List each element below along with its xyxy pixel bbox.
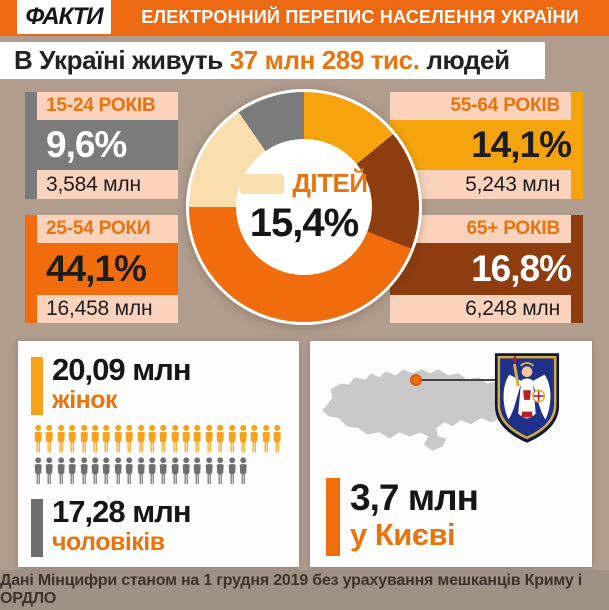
age-block-25-54-millions: 16,458 млн: [37, 295, 178, 323]
headline-prefix: В Україні живуть: [14, 45, 230, 75]
age-block-65plus: 65+ РОКІВ 16,8% 6,248 млн: [390, 215, 583, 323]
person-icon: [68, 424, 77, 453]
women-pictogram-row: [33, 424, 283, 454]
person-icon: [137, 457, 145, 484]
kyiv-card: 3,7 млн у Києві: [310, 341, 592, 567]
person-icon: [125, 457, 133, 484]
person-icon: [148, 457, 156, 484]
age-block-55-64-label: 55-64 РОКІВ: [390, 92, 571, 120]
person-icon: [45, 424, 54, 453]
men-accent-bar: [31, 499, 43, 557]
age-block-55-64-millions: 5,243 млн: [390, 170, 571, 199]
person-icon: [125, 424, 133, 453]
kyiv-accent-bar: [326, 478, 340, 556]
person-icon: [216, 424, 225, 453]
top-bar: ФАКТИ ЕЛЕКТРОННИЙ ПЕРЕПИС НАСЕЛЕННЯ УКРА…: [0, 0, 609, 36]
kyiv-pointer-line: [420, 379, 496, 381]
fakty-logo: ФАКТИ: [17, 0, 111, 34]
ukraine-map: [322, 369, 518, 451]
page-title: ЕЛЕКТРОННИЙ ПЕРЕПИС НАСЕЛЕННЯ УКРАЇНИ: [141, 6, 579, 27]
women-accent-bar: [31, 357, 43, 415]
person-icon: [102, 424, 111, 453]
person-icon: [228, 424, 236, 453]
age-block-15-24-millions: 3,584 млн: [37, 170, 178, 199]
kyiv-label: у Києві: [350, 516, 456, 552]
gender-card: 20,09 млн жінок: [18, 341, 299, 567]
person-icon: [91, 457, 99, 484]
person-icon: [273, 424, 282, 453]
person-icon: [57, 457, 65, 484]
person-icon: [239, 424, 247, 453]
children-label: ДІТЕЙ: [292, 168, 368, 198]
headline-bar: В Україні живуть 37 млн 289 тис. людей: [0, 42, 545, 79]
person-icon: [148, 424, 156, 453]
kyiv-population: 3,7 млн: [350, 477, 479, 518]
person-icon: [34, 424, 42, 453]
age-block-65plus-label: 65+ РОКІВ: [390, 215, 571, 243]
person-icon: [137, 424, 145, 453]
headline-suffix: людей: [419, 45, 510, 75]
person-icon: [159, 457, 167, 484]
age-block-55-64: 55-64 РОКІВ 14,1% 5,243 млн: [390, 92, 583, 199]
person-icon: [171, 424, 179, 453]
person-icon: [159, 424, 168, 453]
person-icon: [103, 457, 111, 484]
fakty-logo-text: ФАКТИ: [25, 3, 103, 30]
men-label: чоловіків: [52, 527, 165, 556]
person-icon: [57, 424, 65, 453]
women-count: 20,09 млн: [52, 352, 192, 387]
age-block-65plus-millions: 6,248 млн: [390, 295, 571, 323]
person-icon: [114, 457, 122, 484]
age-block-15-24: 15-24 РОКІВ 9,6% 3,584 млн: [25, 92, 178, 199]
person-icon: [46, 457, 54, 484]
person-icon: [80, 424, 88, 453]
person-icon: [194, 457, 202, 484]
age-block-15-24-percent: 9,6%: [46, 124, 127, 165]
source-note: Дані Мінцифри станом на 1 грудня 2019 бе…: [0, 570, 609, 610]
age-block-25-54-label: 25-54 РОКИ: [37, 215, 178, 243]
person-icon: [34, 457, 42, 484]
person-icon: [80, 457, 88, 484]
children-percent: 15,4%: [249, 201, 359, 245]
children-legend-swatch: [240, 173, 285, 194]
age-block-15-24-label: 15-24 РОКІВ: [37, 92, 178, 120]
women-label: жінок: [52, 385, 118, 414]
men-count: 17,28 млн: [52, 494, 192, 529]
person-icon: [114, 424, 122, 453]
age-block-65plus-percent: 16,8%: [471, 248, 572, 289]
person-icon: [205, 424, 213, 453]
men-pictogram-row: [33, 457, 248, 485]
person-icon: [250, 424, 259, 453]
person-icon: [171, 457, 179, 484]
age-block-55-64-percent: 14,1%: [471, 124, 572, 165]
person-icon: [262, 424, 270, 453]
person-icon: [182, 457, 190, 484]
person-icon: [239, 457, 247, 484]
kyiv-map-marker: [410, 374, 422, 386]
person-icon: [68, 457, 76, 484]
age-block-25-54-percent: 44,1%: [46, 248, 147, 289]
person-icon: [205, 457, 213, 484]
person-icon: [194, 424, 202, 453]
donut-center: ДІТЕЙ 15,4%: [236, 139, 372, 275]
headline-population-number: 37 млн 289 тис.: [229, 45, 420, 75]
person-icon: [91, 424, 99, 453]
person-icon: [216, 457, 224, 484]
person-icon: [182, 424, 190, 453]
age-block-25-54: 25-54 РОКИ 44,1% 16,458 млн: [25, 215, 178, 323]
person-icon: [228, 457, 236, 484]
kyiv-coat-of-arms: [494, 353, 560, 443]
